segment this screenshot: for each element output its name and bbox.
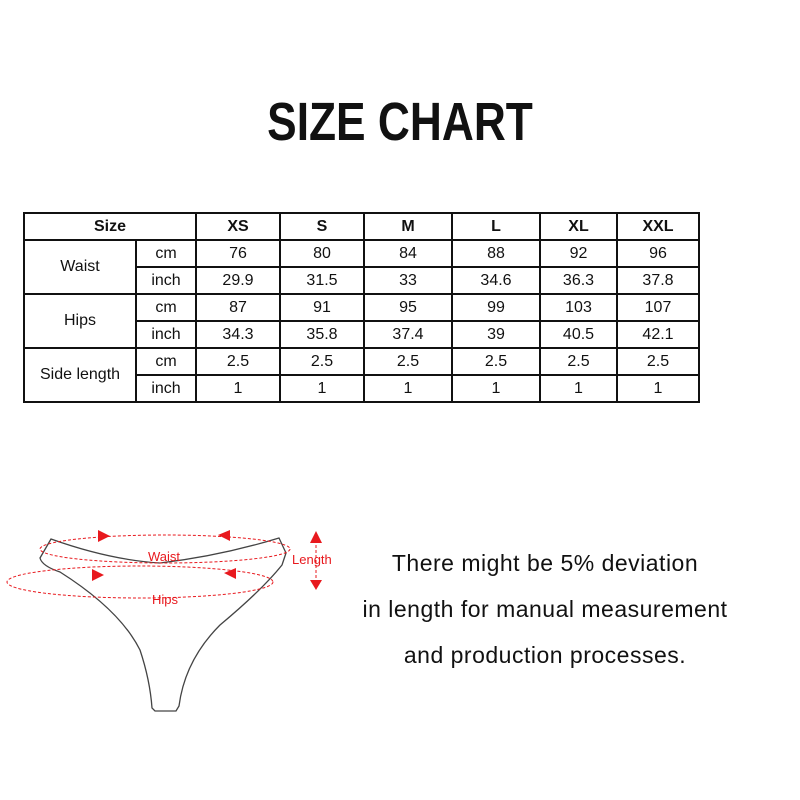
table-row: Waist cm 76 80 84 88 92 96 [23, 239, 700, 295]
value-cell: 34.3 [195, 320, 281, 349]
value-cell: 1 [279, 374, 365, 403]
unit-cell: inch [135, 374, 197, 403]
value-cell: 42.1 [616, 320, 700, 349]
value-cell: 29.9 [195, 266, 281, 295]
value-cell: 31.5 [279, 266, 365, 295]
value-cell: 35.8 [279, 320, 365, 349]
unit-cell: inch [135, 320, 197, 349]
value-cell: 2.5 [195, 347, 281, 376]
measurement-label: Side length [23, 347, 137, 403]
value-cell: 88 [451, 239, 541, 268]
size-header: Size [23, 212, 197, 241]
value-cell: 37.4 [363, 320, 453, 349]
table-row: inch 29.9 31.5 33 34.6 36.3 37.8 [24, 266, 700, 295]
waist-loop [39, 534, 291, 564]
value-cell: 34.6 [451, 266, 541, 295]
value-cell: 1 [539, 374, 618, 403]
size-s: S [279, 212, 365, 241]
size-m: M [363, 212, 453, 241]
value-cell: 33 [363, 266, 453, 295]
panty-outline [39, 537, 287, 712]
arrow-left-icon [224, 568, 236, 579]
table-row: inch 1 1 1 1 1 1 [24, 374, 700, 403]
value-cell: 1 [616, 374, 700, 403]
value-cell: 76 [195, 239, 281, 268]
value-cell: 2.5 [451, 347, 541, 376]
value-cell: 84 [363, 239, 453, 268]
value-cell: 37.8 [616, 266, 700, 295]
value-cell: 36.3 [539, 266, 618, 295]
unit-cell: cm [135, 239, 197, 268]
value-cell: 95 [363, 293, 453, 322]
arrow-left-icon [218, 530, 230, 541]
table-row: Hips cm 87 91 95 99 103 107 [23, 293, 700, 349]
value-cell: 2.5 [539, 347, 618, 376]
unit-cell: cm [135, 347, 197, 376]
value-cell: 92 [539, 239, 618, 268]
table-header-row: Size XS S M L XL XXL [23, 212, 700, 241]
size-xxl: XXL [616, 212, 700, 241]
value-cell: 87 [195, 293, 281, 322]
value-cell: 96 [616, 239, 700, 268]
value-cell: 1 [363, 374, 453, 403]
arrow-right-icon [92, 569, 104, 581]
hips-label: Hips [152, 592, 179, 607]
value-cell: 1 [451, 374, 541, 403]
waist-label: Waist [148, 549, 180, 564]
table-row: Side length cm 2.5 2.5 2.5 2.5 2.5 2.5 [23, 347, 700, 403]
note-line: in length for manual measurement [362, 596, 728, 622]
arrow-up-icon [310, 531, 322, 543]
value-cell: 2.5 [279, 347, 365, 376]
value-cell: 103 [539, 293, 618, 322]
unit-cell: cm [135, 293, 197, 322]
value-cell: 91 [279, 293, 365, 322]
value-cell: 40.5 [539, 320, 618, 349]
hips-loop [6, 565, 274, 599]
measurement-label: Hips [23, 293, 137, 349]
value-cell: 99 [451, 293, 541, 322]
size-table: Size XS S M L XL XXL Waist cm 76 80 84 88 92 96… [23, 212, 700, 403]
table-row: inch 34.3 35.8 37.4 39 40.5 42.1 [24, 320, 700, 349]
value-cell: 1 [195, 374, 281, 403]
value-cell: 39 [451, 320, 541, 349]
value-cell: 2.5 [363, 347, 453, 376]
size-l: L [451, 212, 541, 241]
size-xs: XS [195, 212, 281, 241]
arrow-down-icon [310, 580, 322, 590]
note-line: There might be 5% deviation [391, 550, 699, 576]
note-line: and production processes. [403, 642, 687, 668]
title-text: SIZE CHART [267, 92, 533, 152]
arrow-right-icon [98, 530, 110, 542]
value-cell: 80 [279, 239, 365, 268]
size-xl: XL [539, 212, 618, 241]
length-label: Length [292, 552, 332, 567]
value-cell: 2.5 [616, 347, 700, 376]
unit-cell: inch [135, 266, 197, 295]
measurement-label: Waist [23, 239, 137, 295]
value-cell: 107 [616, 293, 700, 322]
deviation-note: There might be 5% deviation in length fo… [330, 540, 760, 678]
page-title: SIZE CHART [0, 92, 800, 152]
